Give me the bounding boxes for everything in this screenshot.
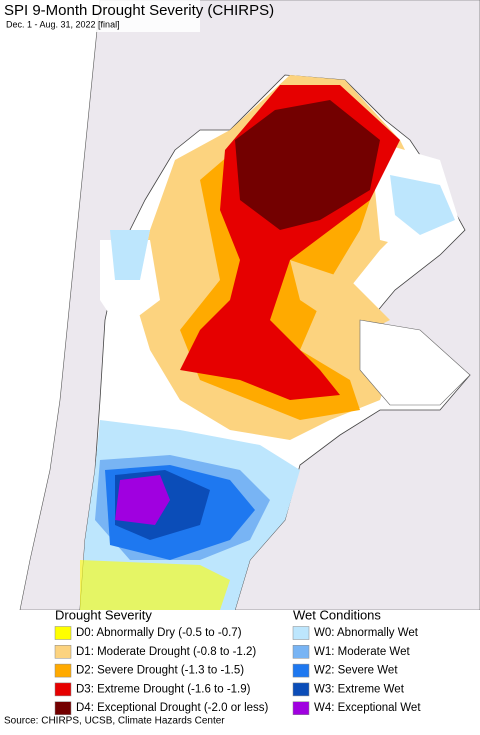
drought-d0-south xyxy=(80,560,230,610)
legend-label: D0: Abnormally Dry (-0.5 to -0.7) xyxy=(76,627,242,639)
legend-title: Wet Conditions xyxy=(293,607,381,622)
legend-swatch xyxy=(292,663,310,678)
legend-swatch xyxy=(54,645,72,659)
legend-label: W2: Severe Wet xyxy=(314,665,398,677)
legend-label: D2: Severe Drought (-1.3 to -1.5) xyxy=(76,665,244,677)
legend-label: W1: Moderate Wet xyxy=(314,646,410,658)
wet-w0 xyxy=(390,175,455,235)
subtitle: Dec. 1 - Aug. 31, 2022 [final] xyxy=(6,19,120,29)
legend-swatch xyxy=(292,626,310,640)
legend: Drought Severity D0: Abnormally Dry (-0.5… xyxy=(54,607,421,715)
uruguay xyxy=(359,319,471,406)
legend-label: W0: Abnormally Wet xyxy=(314,627,419,639)
legend-swatch xyxy=(292,682,310,697)
legend-swatch xyxy=(54,626,72,640)
legend-label: D4: Exceptional Drought (-2.0 or less) xyxy=(76,702,269,714)
legend-swatch xyxy=(292,645,310,659)
legend-panel xyxy=(0,610,480,730)
legend-label: D3: Extreme Drought (-1.6 to -1.9) xyxy=(76,683,251,695)
legend-swatch xyxy=(54,663,72,678)
title-backdrop xyxy=(0,0,200,32)
legend-label: D1: Moderate Drought (-0.8 to -1.2) xyxy=(76,646,256,658)
legend-swatch xyxy=(54,701,72,715)
legend-label: W4: Exceptional Wet xyxy=(314,702,421,714)
wet-w4 xyxy=(115,475,170,525)
drought-d1b xyxy=(290,260,390,330)
title: SPI 9-Month Drought Severity (CHIRPS) xyxy=(4,2,274,19)
legend-swatch xyxy=(292,701,310,715)
drought-d4 xyxy=(235,100,380,230)
legend-swatch xyxy=(54,682,72,697)
legend-title: Drought Severity xyxy=(55,607,152,622)
map xyxy=(19,0,480,611)
wet-west xyxy=(110,230,150,280)
source: Source: CHIRPS, UCSB, Climate Hazards Ce… xyxy=(4,716,225,727)
legend-label: W3: Extreme Wet xyxy=(314,683,405,695)
